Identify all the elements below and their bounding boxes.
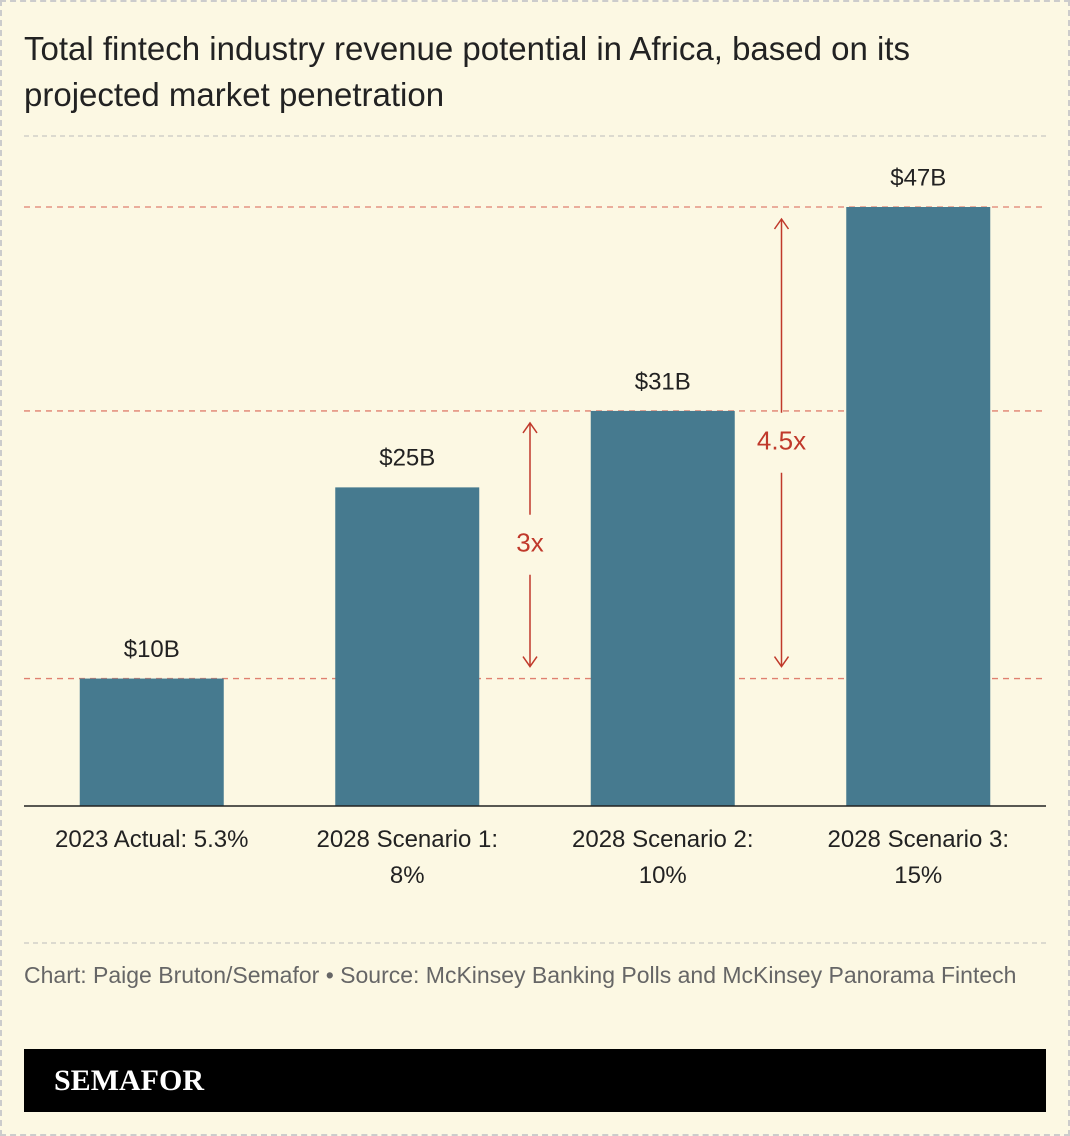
brand-bar: SEMAFOR [24, 1049, 1046, 1112]
value-label: $10B [124, 636, 180, 663]
x-tick-label: 2028 Scenario 2: 10% [572, 826, 754, 889]
value-label: $47B [890, 164, 946, 191]
bar [335, 487, 480, 806]
annotation: 4.5x [757, 426, 806, 456]
x-tick-label: 2028 Scenario 3: 15% [827, 826, 1009, 889]
x-tick-label: 2023 Actual: 5.3% [55, 826, 249, 853]
value-label: $31B [635, 368, 691, 395]
bar [79, 678, 224, 806]
source-note: Chart: Paige Bruton/Semafor • Source: Mc… [24, 962, 1017, 988]
value-label: $25B [379, 445, 435, 472]
x-tick-label: 2028 Scenario 1: 8% [316, 826, 498, 889]
annotation: 3x [516, 528, 543, 558]
chart-title: Total fintech industry revenue potential… [24, 30, 911, 113]
arrow-head [522, 421, 538, 434]
bar [590, 410, 735, 806]
arrow-head [773, 217, 790, 230]
arrow-head [773, 656, 790, 668]
bar [846, 207, 991, 806]
arrow-head [522, 656, 538, 668]
